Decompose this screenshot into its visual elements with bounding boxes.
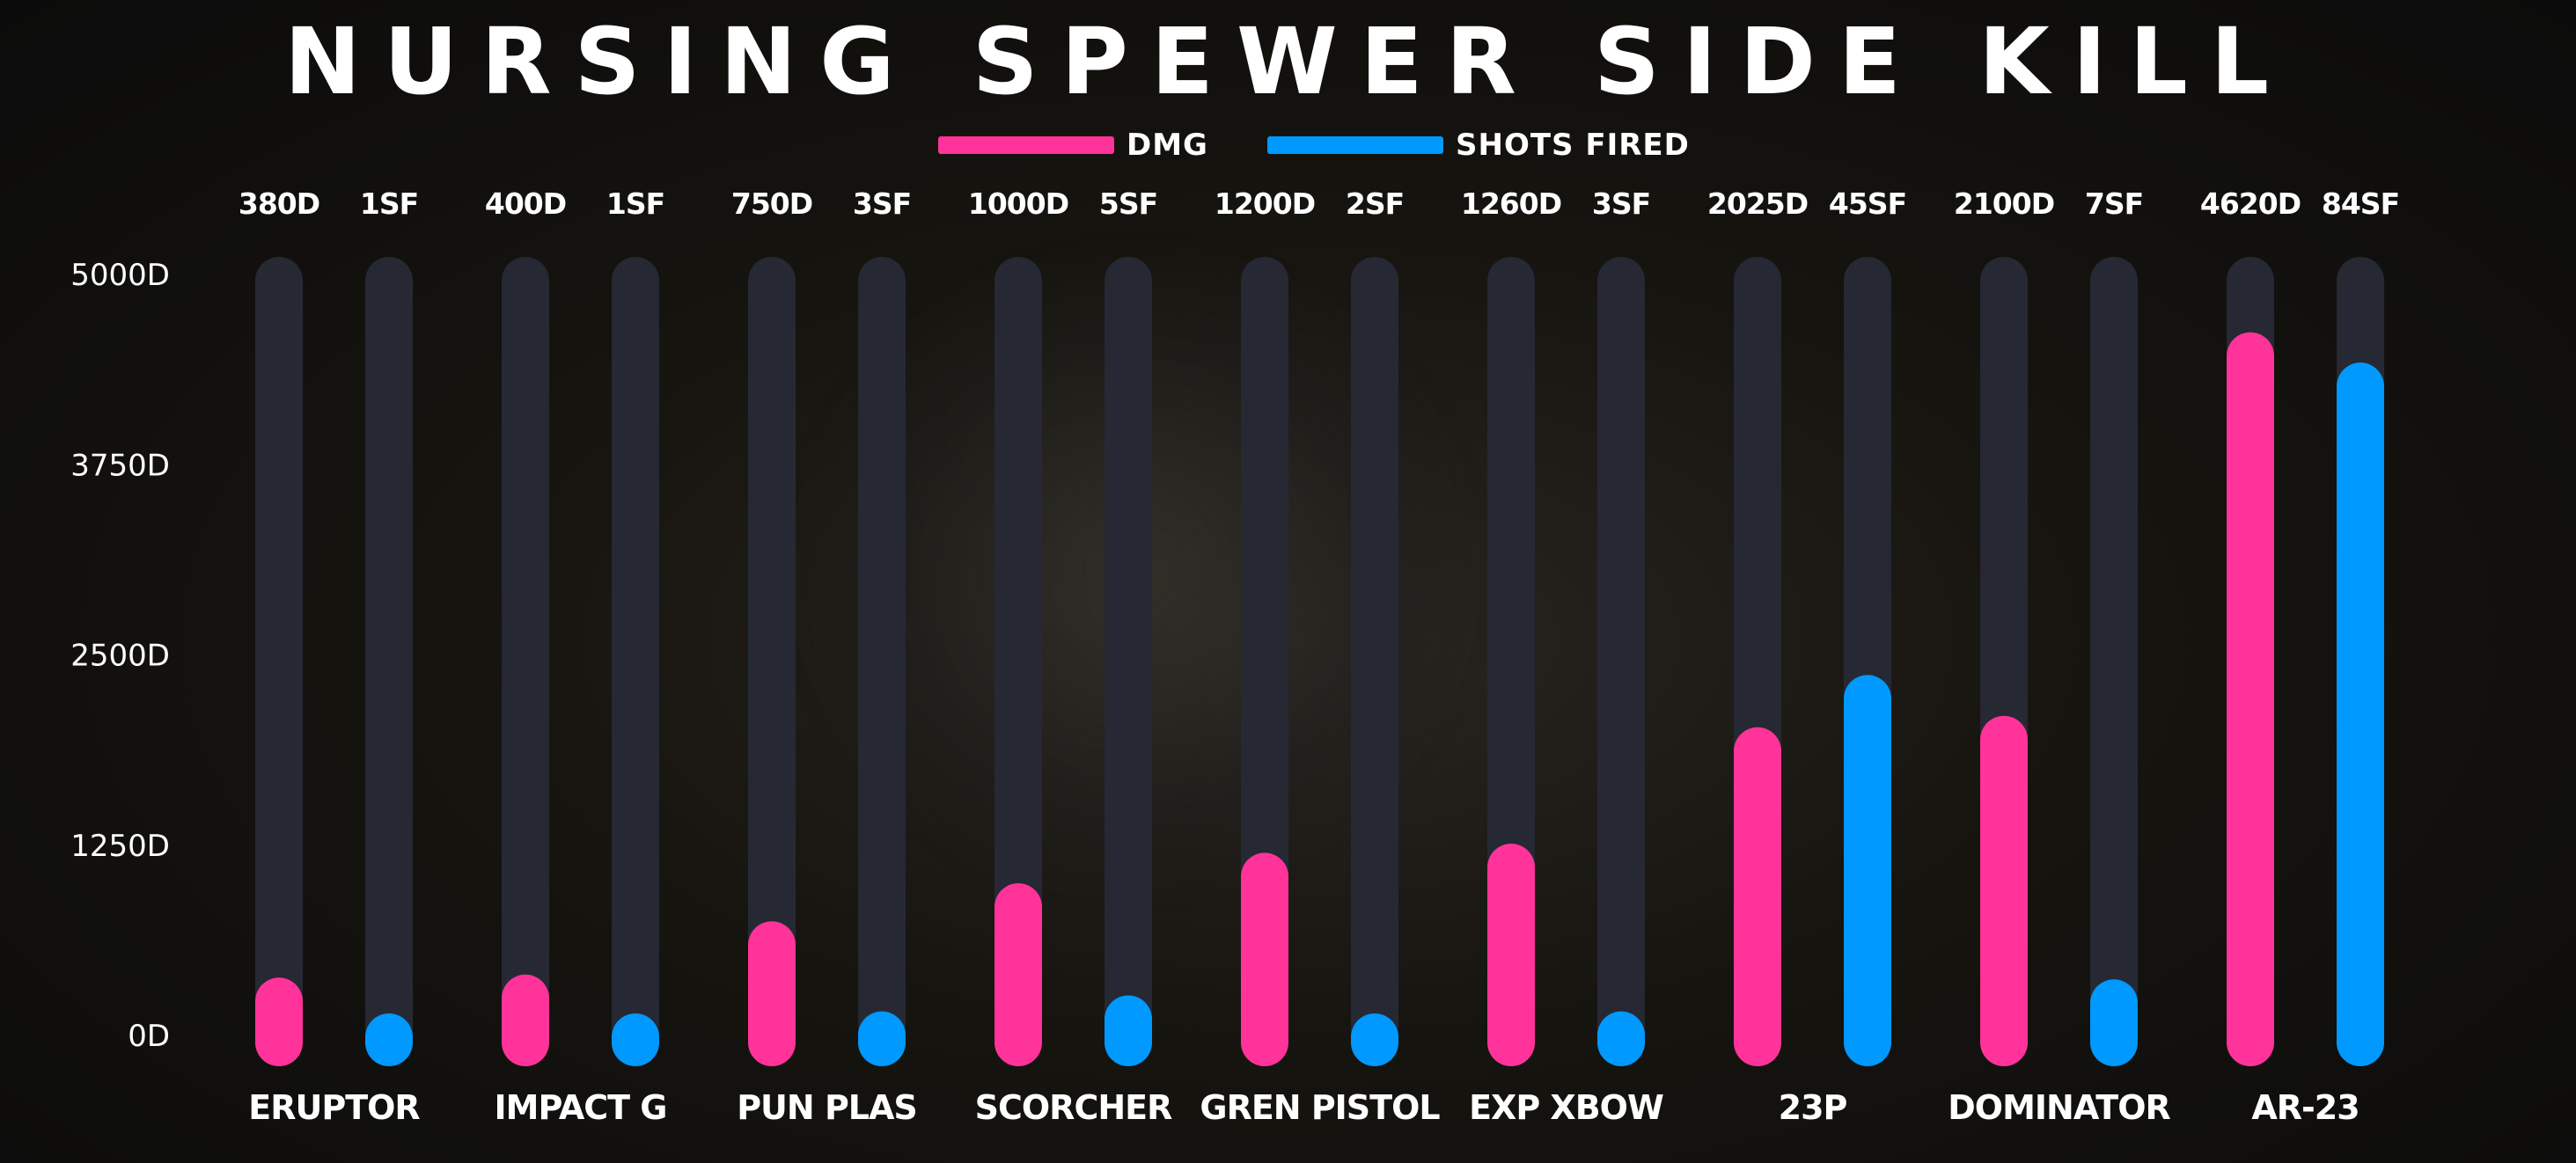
dmg-value-label: 4620D: [2200, 187, 2301, 221]
shots-fired-bar: [858, 1011, 906, 1066]
legend-label-shots-fired: SHOTS FIRED: [1456, 128, 1690, 163]
category-label: PUN PLAS: [737, 1088, 917, 1127]
bar-track: [612, 257, 659, 1066]
dmg-bar: [1734, 727, 1781, 1066]
legend: DMG SHOTS FIRED: [0, 123, 2576, 167]
shots-fired-value-label: 45SF: [1829, 187, 1906, 221]
dmg-bar: [502, 974, 549, 1066]
bar-track: [994, 257, 1042, 1066]
shots-fired-bar: [2090, 979, 2138, 1066]
dmg-value-label: 1260D: [1461, 187, 1561, 221]
category-label: IMPACT G: [495, 1088, 667, 1127]
shots-fired-value-label: 1SF: [606, 187, 664, 221]
dmg-bar: [2227, 332, 2274, 1066]
dmg-bar: [255, 977, 303, 1066]
dmg-value-label: 400D: [485, 187, 566, 221]
dmg-value-label: 1000D: [968, 187, 1068, 221]
y-tick-label: 0D: [128, 1019, 170, 1054]
shots-fired-bar: [2337, 362, 2384, 1066]
dmg-bar: [748, 921, 796, 1066]
shots-fired-bar: [1105, 995, 1152, 1066]
shots-fired-value-label: 1SF: [360, 187, 418, 221]
dmg-value-label: 750D: [731, 187, 812, 221]
category-label: ERUPTOR: [248, 1088, 420, 1127]
bar-track: [1105, 257, 1152, 1066]
category-label: DOMINATOR: [1948, 1088, 2170, 1127]
dmg-value-label: 2100D: [1954, 187, 2054, 221]
chart-title: NURSING SPEWER SIDE KILL: [284, 8, 2292, 115]
shots-fired-value-label: 5SF: [1099, 187, 1157, 221]
bar-track: [1351, 257, 1398, 1066]
bar-track: [365, 257, 413, 1066]
legend-item-dmg: DMG: [938, 123, 1208, 167]
dmg-value-label: 2025D: [1707, 187, 1808, 221]
bar-track: [502, 257, 549, 1066]
legend-item-shots-fired: SHOTS FIRED: [1267, 123, 1690, 167]
shots-fired-bar: [1597, 1011, 1645, 1066]
shots-fired-bar: [365, 1013, 413, 1066]
legend-label-dmg: DMG: [1127, 128, 1208, 163]
dmg-bar: [1980, 715, 2028, 1066]
dmg-bar: [994, 883, 1042, 1066]
dmg-value-label: 1200D: [1215, 187, 1315, 221]
dmg-value-label: 380D: [239, 187, 319, 221]
bar-track: [748, 257, 796, 1066]
bar-track: [2090, 257, 2138, 1066]
shots-fired-value-label: 84SF: [2322, 187, 2399, 221]
y-tick-label: 5000D: [70, 258, 170, 293]
category-label: AR-23: [2251, 1088, 2359, 1127]
y-tick-label: 2500D: [70, 639, 170, 674]
shots-fired-value-label: 3SF: [1592, 187, 1650, 221]
shots-fired-bar: [612, 1013, 659, 1066]
bar-track: [858, 257, 906, 1066]
shots-fired-bar: [1351, 1013, 1398, 1066]
y-tick-label: 3750D: [70, 448, 170, 483]
shots-fired-bar: [1844, 675, 1891, 1066]
category-label: SCORCHER: [975, 1088, 1172, 1127]
category-label: EXP XBOW: [1469, 1088, 1663, 1127]
legend-swatch-shots-fired: [1267, 136, 1443, 154]
shots-fired-value-label: 7SF: [2085, 187, 2143, 221]
y-tick-label: 1250D: [70, 829, 170, 864]
category-label: 23P: [1779, 1088, 1847, 1127]
bar-track: [255, 257, 303, 1066]
shots-fired-value-label: 3SF: [853, 187, 911, 221]
shots-fired-value-label: 2SF: [1346, 187, 1404, 221]
bar-track: [1597, 257, 1645, 1066]
legend-swatch-dmg: [938, 136, 1114, 154]
dmg-bar: [1487, 844, 1535, 1066]
dmg-bar: [1241, 852, 1288, 1066]
category-label: GREN PISTOL: [1200, 1088, 1440, 1127]
